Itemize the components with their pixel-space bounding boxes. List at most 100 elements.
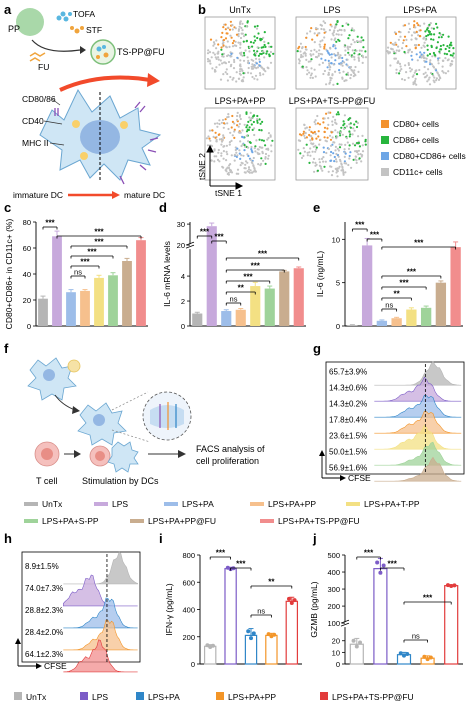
- panel-letter-c: c: [4, 200, 11, 215]
- tsne-point: [251, 162, 254, 165]
- tsne-point: [260, 52, 263, 56]
- tsne-point: [329, 138, 333, 141]
- tsne-point: [313, 48, 316, 52]
- tsne-point: [229, 75, 232, 79]
- tsne-point: [227, 115, 230, 118]
- tsne-point: [239, 20, 242, 23]
- tsne-point: [217, 58, 220, 61]
- tsne-axes-icon: [206, 144, 244, 190]
- histogram-lps: [374, 376, 462, 402]
- tsne-point: [336, 175, 339, 178]
- tsne-point: [317, 52, 320, 55]
- tsne-point: [238, 114, 242, 117]
- tsne-point: [356, 121, 359, 125]
- tsne-point: [399, 35, 402, 38]
- tsne-point: [336, 51, 340, 54]
- tsne-point: [264, 144, 267, 147]
- tsne-point: [231, 134, 234, 137]
- tsne-point: [212, 135, 215, 138]
- tsne-point: [217, 43, 220, 46]
- tsne-point: [311, 150, 314, 153]
- tsne-point: [407, 63, 410, 66]
- tsne-point: [303, 134, 306, 137]
- tsne-point: [343, 28, 346, 32]
- tsne-point: [225, 46, 228, 49]
- data-point-lps-pa: [251, 631, 256, 636]
- tsne-point: [337, 111, 340, 114]
- tsne-point: [214, 131, 217, 134]
- tsne-point: [263, 40, 266, 44]
- tsne-point: [222, 26, 225, 29]
- tsne-point: [318, 43, 321, 46]
- tsne-point: [318, 158, 321, 161]
- tsne-point: [269, 61, 273, 64]
- tsne-point: [220, 36, 223, 39]
- cfse-axis-arrow: [340, 475, 346, 481]
- significance-label: ***: [216, 549, 226, 558]
- tsne-point: [353, 41, 356, 44]
- tsne-point: [395, 43, 398, 46]
- tsne-point: [321, 39, 324, 42]
- tsne-point: [325, 112, 328, 115]
- tsne-point: [257, 32, 260, 35]
- tsne-point: [304, 131, 307, 134]
- tsne-point: [317, 135, 320, 138]
- data-point-lps-pa-ts-pp-fu: [445, 583, 450, 588]
- tsne-point: [341, 24, 344, 28]
- tsne-point: [401, 41, 405, 45]
- tsne-point: [316, 56, 319, 59]
- tsne-point: [357, 149, 360, 152]
- histogram-lps: [63, 574, 138, 607]
- tsne-point: [429, 59, 432, 62]
- tsne-point: [328, 64, 331, 67]
- tsne-point: [309, 154, 312, 157]
- tsne-point: [409, 70, 412, 73]
- tsne-point: [357, 57, 360, 61]
- tsne-point: [215, 155, 218, 158]
- tsne-point: [233, 153, 236, 156]
- legend-swatch-lps-pa-ts-pp-fu: [320, 692, 328, 700]
- tsne-point: [336, 20, 339, 23]
- bar-lps: [206, 226, 217, 326]
- tsne-point: [350, 73, 353, 76]
- tsne-point: [256, 119, 259, 122]
- tsne-point: [435, 69, 438, 72]
- tsne-point: [326, 50, 329, 53]
- tsne-point: [323, 43, 326, 46]
- tsne-point: [343, 79, 346, 83]
- tsne-point: [345, 73, 348, 76]
- bar-untx: [38, 298, 48, 326]
- tsne-point: [236, 56, 239, 59]
- tsne-point: [442, 33, 445, 36]
- tsne-point: [310, 135, 313, 138]
- significance-label: ***: [355, 221, 365, 230]
- tsne-point: [441, 70, 444, 73]
- bar-lps-pa-s-pp: [420, 307, 432, 326]
- tsne-point: [242, 35, 246, 38]
- tsne-point: [247, 71, 250, 74]
- tsne-point: [355, 49, 358, 52]
- tsne-point: [306, 69, 309, 72]
- tsne-point: [266, 50, 269, 53]
- tsne-axis-x: tSNE 1: [215, 188, 242, 198]
- tsne-point: [319, 23, 322, 26]
- tsne-point: [333, 38, 336, 42]
- tsne-point: [243, 54, 246, 57]
- tsne-point: [345, 125, 348, 128]
- tsne-point: [442, 44, 445, 47]
- tsne-point: [206, 52, 210, 55]
- tsne-point: [427, 68, 430, 71]
- tsne-point: [234, 27, 237, 30]
- tsne-point: [306, 73, 309, 76]
- tsne-point: [407, 62, 410, 65]
- y-axis-label: IFN-γ (pg/mL): [164, 583, 174, 636]
- tsne-point: [450, 63, 453, 66]
- histogram-lps-pa-pp-fu: [374, 456, 462, 482]
- tsne-point: [306, 151, 309, 154]
- tsne-point: [212, 51, 215, 54]
- y-tick-label: 100: [327, 619, 340, 628]
- tsne-point: [426, 48, 429, 51]
- tsne-point: [240, 154, 243, 157]
- tsne-point: [339, 63, 342, 66]
- legend-cd86: CD86+ cells: [393, 135, 439, 145]
